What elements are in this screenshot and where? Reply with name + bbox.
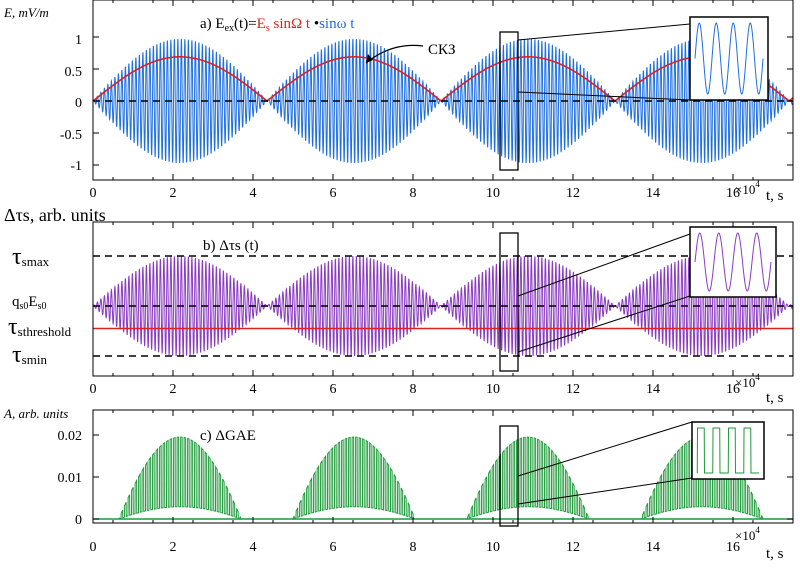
x-tick-label: 14	[646, 540, 660, 555]
panel-a: E, mV/m 1 0.5 0 -0.5 -1 0 2 4 6 8 10 12 14 16 a)…	[3, 0, 794, 204]
panel-b-plot-area	[93, 255, 793, 357]
x-tick-label: 14	[646, 186, 660, 201]
panel-a-x-multiplier: ×104	[735, 179, 760, 197]
panel-c-title: c) ΔGAE	[200, 428, 256, 444]
panel-b-ylabel: Δτs, arb. units	[4, 205, 106, 225]
panel-c-ylabel: A, arb. units	[3, 406, 68, 421]
panel-b-title: b) Δτs (t)	[203, 238, 259, 254]
x-tick-label: 2	[170, 540, 177, 555]
a-ytick-label: -1	[70, 159, 82, 174]
x-tick-label: 12	[566, 540, 580, 555]
series-c-carrier	[93, 436, 793, 520]
panel-b-zoom-connector	[517, 233, 691, 297]
panel-b-ticks: 0 2 4 6 8 10 12 14 16	[90, 222, 754, 397]
x-tick-label: 0	[90, 186, 97, 201]
panel-a-frame	[92, 0, 794, 181]
annotation-label: СКЗ	[428, 42, 456, 58]
panel-a-zoom-connector	[517, 23, 691, 41]
level-label-qs0Es0: qs0Es0	[12, 294, 46, 312]
panel-c-inset-wave	[696, 427, 759, 474]
panel-c: A, arb. units 0.02 0.01 0 0 2 4 6 8 10 12 14 16 …	[3, 406, 794, 562]
x-tick-label: 6	[330, 382, 337, 397]
c-ytick-label: 0	[75, 513, 82, 528]
x-tick-label: 0	[90, 382, 97, 397]
x-tick-label: 2	[170, 382, 177, 397]
panel-c-frame	[92, 409, 794, 524]
a-ytick-label: 0.5	[65, 65, 83, 80]
x-tick-label: 6	[330, 186, 337, 201]
panel-b: Δτs, arb. units 0 2 4 6 8 10 12 14 16 τsmax qs0E…	[4, 205, 794, 406]
level-label-smin: τsmin	[12, 342, 47, 368]
x-tick-label: 10	[486, 540, 500, 555]
x-tick-label: 14	[646, 382, 660, 397]
x-tick-label: 12	[566, 382, 580, 397]
x-tick-label: 8	[410, 540, 417, 555]
x-tick-label: 2	[170, 186, 177, 201]
x-tick-label: 8	[410, 186, 417, 201]
panel-a-zoom-connector	[517, 91, 691, 101]
x-tick-label: 0	[90, 540, 97, 555]
x-tick-label: 4	[250, 186, 257, 201]
x-tick-label: 4	[250, 382, 257, 397]
panel-b-zoom-connector	[517, 295, 691, 353]
panel-c-ticks: 0 2 4 6 8 10 12 14 16	[90, 410, 793, 555]
x-tick-label: 16	[726, 382, 740, 397]
panel-b-inset-wave	[694, 232, 772, 292]
x-tick-label: 8	[410, 382, 417, 397]
x-tick-label: 4	[250, 540, 257, 555]
panel-b-x-multiplier: ×104	[735, 372, 760, 390]
panel-a-xlabel: t, s	[766, 188, 784, 204]
series-a-rms	[93, 56, 793, 102]
x-tick-label: 6	[330, 540, 337, 555]
panel-a-zoom-box	[499, 31, 519, 171]
panel-c-plot-area	[93, 436, 793, 520]
panel-a-yticks: 1 0.5 0 -0.5 -1	[60, 33, 82, 174]
x-tick-label: 16	[726, 186, 740, 201]
c-ytick-label: 0.02	[58, 429, 83, 444]
panel-a-inset-wave	[694, 22, 764, 95]
a-ytick-label: -0.5	[60, 128, 82, 143]
panel-b-xlabel: t, s	[766, 390, 784, 406]
panel-c-zoom-connector	[517, 421, 693, 477]
x-tick-label: 10	[486, 382, 500, 397]
panel-c-zoom-connector	[517, 477, 693, 505]
panel-c-yticks: 0.02 0.01 0	[58, 429, 83, 528]
a-ytick-label: 1	[75, 33, 82, 48]
panel-a-plot-area	[93, 38, 793, 164]
panel-b-frame	[92, 221, 794, 377]
a-ytick-label: 0	[75, 96, 82, 111]
level-label-sthreshold: τsthreshold	[8, 314, 72, 340]
panel-b-zoom-box	[499, 232, 519, 372]
panel-a-title: a) Eex(t)=Es sinΩ t •sinω t	[200, 16, 355, 34]
panel-a-ticks: 0 2 4 6 8 10 12 14 16	[90, 0, 793, 201]
x-tick-label: 10	[486, 186, 500, 201]
c-ytick-label: 0.01	[58, 471, 83, 486]
panel-c-xlabel: t, s	[766, 546, 784, 562]
x-tick-label: 12	[566, 186, 580, 201]
annotation-arrowhead	[366, 54, 373, 63]
level-label-smax: τsmax	[12, 244, 50, 270]
x-tick-label: 16	[726, 540, 740, 555]
panel-c-x-multiplier: ×104	[735, 525, 760, 543]
panel-a-ylabel: E, mV/m	[3, 5, 49, 20]
